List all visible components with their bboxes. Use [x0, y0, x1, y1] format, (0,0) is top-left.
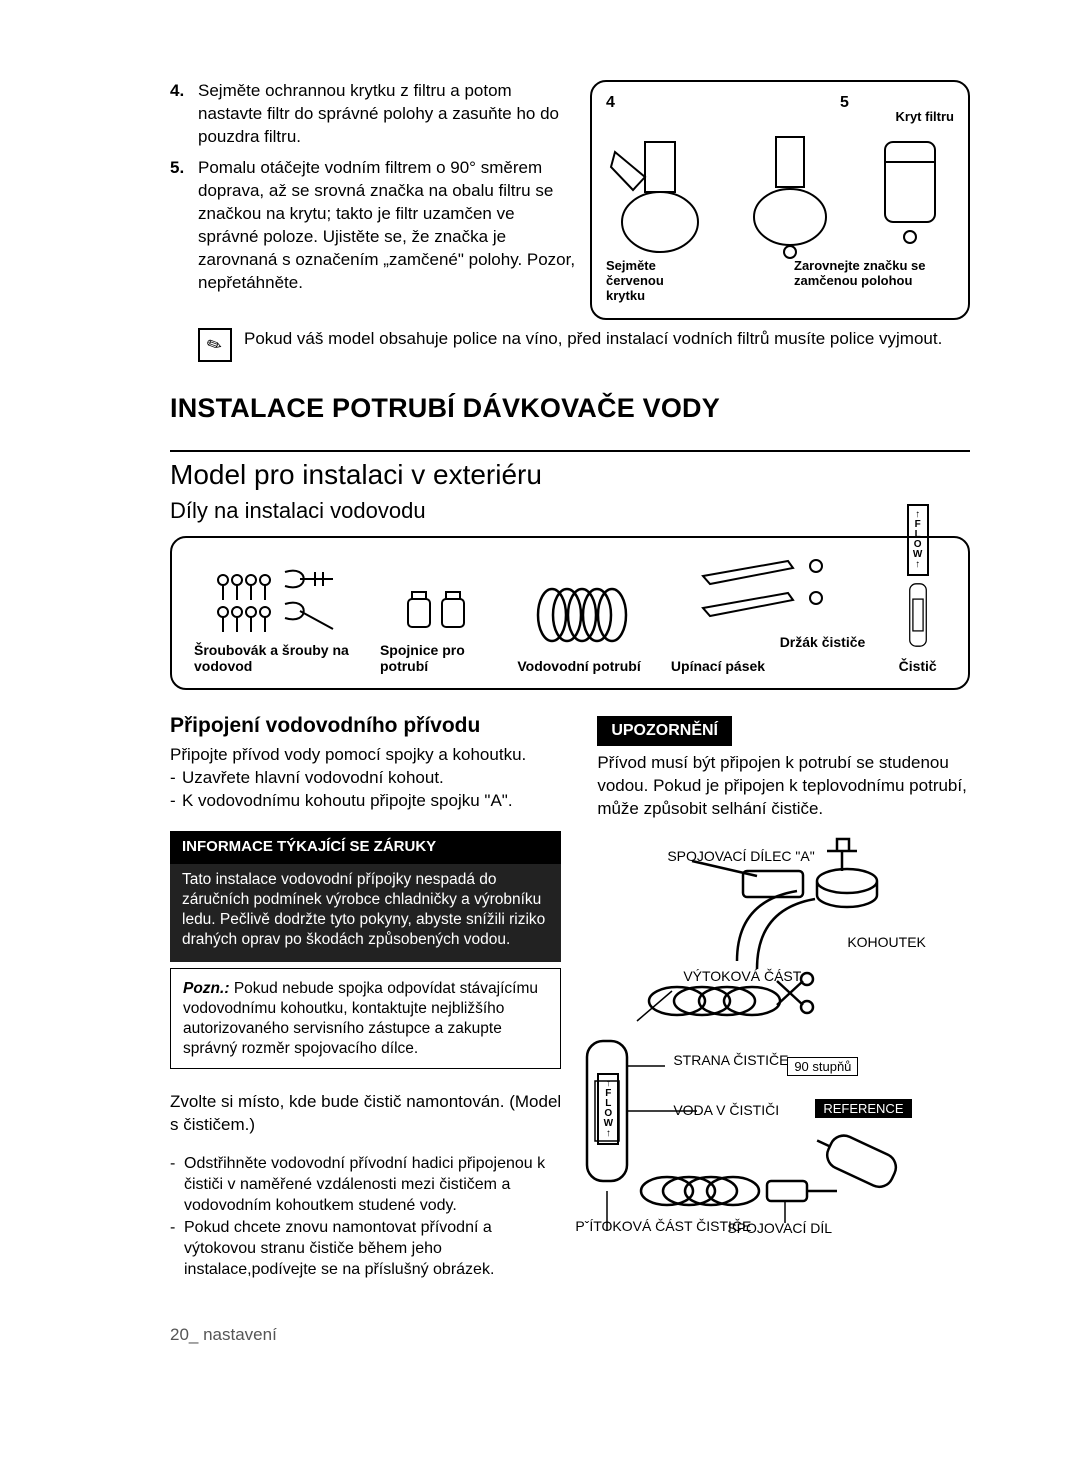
water-line-diagram: SPOJOVACÍ DÍLEC "A" KOHOUTEK VÝTOKOVÁ ČÁ… — [597, 821, 970, 1261]
install-bullet-2: Pokud chcete znovu namontovat přívodní a… — [184, 1217, 561, 1280]
note-icon: ✎ — [198, 328, 232, 362]
connectors-icon — [402, 564, 472, 634]
clamps-icon — [698, 556, 838, 626]
connection-heading: Připojení vodovodního přívodu — [170, 712, 561, 740]
wine-shelf-note: ✎ Pokud váš model obsahuje police na vín… — [198, 328, 970, 362]
filter-cover-drawing — [865, 122, 955, 262]
note-text: Pokud váš model obsahuje police na víno,… — [244, 328, 942, 362]
step-4-text: Sejměte ochrannou krytku z filtru a poto… — [198, 80, 576, 149]
fig1-right-label: Zarovnejte značku se zamčenou polohou — [794, 259, 954, 304]
pozn-body: Pokud nebude spojka odpovídat stávajícím… — [183, 980, 538, 1056]
steps-text: 4. Sejměte ochrannou krytku z filtru a p… — [170, 80, 576, 320]
page-footer: 20_ nastavení — [170, 1324, 970, 1347]
lbl-faucet: KOHOUTEK — [847, 933, 926, 952]
lbl-outlet: VÝTOKOVÁ ČÁST — [683, 969, 801, 984]
lbl-connector-a: SPOJOVACÍ DÍLEC "A" — [667, 847, 814, 866]
pozn-label: Pozn.: — [183, 980, 230, 997]
sub-heading-2: Díly na instalaci vodovodu — [170, 496, 970, 526]
step-4-num: 4. — [170, 80, 198, 149]
choose-location-text: Zvolte si místo, kde bude čistič namonto… — [170, 1091, 561, 1137]
caution-body: Přívod musí být připojen k potrubí se st… — [597, 752, 970, 821]
steps-with-figure: 4. Sejměte ochrannou krytku z filtru a p… — [170, 80, 970, 320]
part-tubing: Vodovodní potrubí — [517, 580, 647, 674]
flow-arrow: ↑FLOW↑ — [907, 504, 929, 576]
tubing-icon — [532, 580, 632, 650]
step-5-num: 5. — [170, 157, 198, 295]
part-clamps: Držák čističe Upínací pásek — [671, 556, 865, 674]
note-box: Pozn.: Pokud nebude spojka odpovídat stá… — [170, 968, 561, 1069]
left-column: Připojení vodovodního přívodu Připojte p… — [170, 690, 561, 1280]
filter-drawing-2 — [740, 122, 840, 262]
step-4: 4. Sejměte ochrannou krytku z filtru a p… — [170, 80, 576, 149]
figure-filter-install: 4 5 Kryt filtru Sejměte červenou k — [590, 80, 970, 320]
purifier-icon — [901, 580, 935, 650]
connection-intro: Připojte přívod vody pomocí spojky a koh… — [170, 744, 561, 767]
connection-bullet-1: Uzavřete hlavní vodovodní kohout. — [182, 767, 444, 790]
fig1-drawings — [592, 112, 968, 272]
lbl-union: SPOJOVACÍ DÍL — [727, 1219, 832, 1238]
lbl-reference: REFERENCE — [815, 1099, 911, 1118]
warranty-info-box: INFORMACE TÝKAJÍCÍ SE ZÁRUKY Tato instal… — [170, 831, 561, 962]
part-screws: Šroubovák a šrouby na vodovod — [194, 564, 356, 674]
install-bullet-1: Odstřihněte vodovodní přívodní hadici př… — [184, 1153, 561, 1216]
part-connectors: Spojnice pro potrubí — [380, 564, 493, 674]
fig1-num-4: 4 — [606, 92, 615, 114]
step-5-text: Pomalu otáčejte vodním filtrem o 90° smě… — [198, 157, 576, 295]
parts-box: Šroubovák a šrouby na vodovod Spojnice p… — [170, 536, 970, 690]
warranty-title: INFORMACE TÝKAJÍCÍ SE ZÁRUKY — [170, 831, 561, 863]
part-purifier: ↑FLOW↑ Čistič — [889, 580, 946, 674]
filter-drawing-1 — [605, 122, 715, 262]
flow-box-diagram: ↑FLOW↑ — [597, 1073, 619, 1145]
connection-bullet-2: K vodovodnímu kohoutu připojte spojku "A… — [182, 790, 513, 813]
warranty-body: Tato instalace vodovodní přípojky nespad… — [170, 864, 561, 963]
sub-heading-1: Model pro instalaci v exteriéru — [170, 456, 970, 494]
right-column: UPOZORNĚNÍ Přívod musí být připojen k po… — [597, 690, 970, 1280]
section-heading: INSTALACE POTRUBÍ DÁVKOVAČE VODY — [170, 390, 970, 426]
fig1-num-5: 5 — [840, 92, 849, 114]
heading-rule — [170, 450, 970, 452]
caution-label: UPOZORNĚNÍ — [597, 716, 732, 746]
lbl-water: VODA V ČISTIČI — [673, 1101, 779, 1120]
lbl-inlet: PˇÍTOKOVÁ ČÁST ČISTIČE — [575, 1219, 751, 1234]
fig1-left-label: Sejměte červenou krytku — [606, 259, 686, 304]
step-5: 5. Pomalu otáčejte vodním filtrem o 90° … — [170, 157, 576, 295]
lbl-90deg: 90 stupňů — [787, 1057, 858, 1076]
install-bullets: -Odstřihněte vodovodní přívodní hadici p… — [170, 1153, 561, 1280]
lbl-side: STRANA ČISTIČE — [673, 1053, 788, 1068]
screws-icon — [215, 564, 335, 634]
diagram-svg — [557, 821, 937, 1261]
